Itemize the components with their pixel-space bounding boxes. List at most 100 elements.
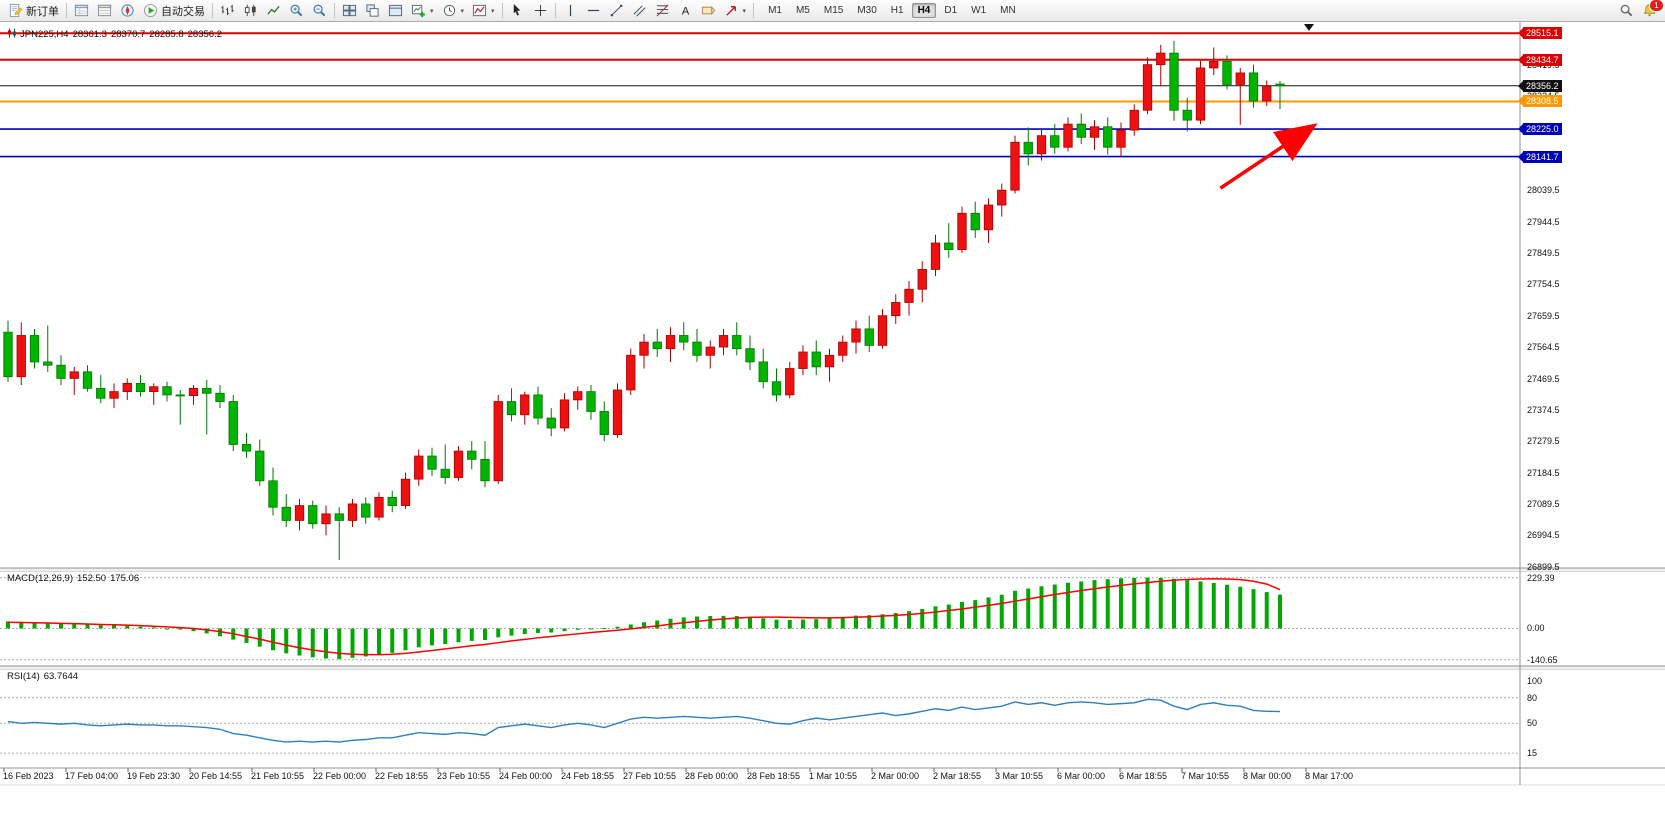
candle-body bbox=[904, 288, 914, 303]
indicators-button[interactable]: ▾ bbox=[468, 0, 499, 22]
time-axis[interactable] bbox=[0, 768, 1520, 785]
candle-body bbox=[612, 389, 623, 435]
fibo-icon bbox=[656, 4, 669, 17]
candle-chart-button[interactable] bbox=[239, 0, 262, 22]
candle-body bbox=[493, 401, 503, 482]
fibonacci-button[interactable] bbox=[651, 0, 674, 22]
candle-body bbox=[228, 401, 238, 445]
autotrade-button[interactable]: 自动交易 bbox=[139, 0, 209, 22]
timeframe-button-h4[interactable]: H4 bbox=[911, 3, 937, 18]
label-button[interactable] bbox=[697, 0, 720, 22]
candle-body bbox=[586, 391, 596, 412]
candle-body bbox=[294, 505, 305, 521]
candle-body bbox=[811, 351, 821, 368]
timeframe-button-w1[interactable]: W1 bbox=[971, 5, 987, 16]
macd-histogram-bar bbox=[946, 604, 951, 629]
macd-histogram-bar bbox=[390, 628, 395, 653]
cascade-windows-button[interactable] bbox=[361, 0, 384, 22]
level-price-label[interactable]: 28515.1 bbox=[1518, 27, 1562, 40]
cursor-button[interactable] bbox=[506, 0, 529, 22]
candle-body bbox=[162, 386, 172, 396]
timeframe-button-d1[interactable]: D1 bbox=[944, 5, 958, 16]
macd-histogram-bar bbox=[1026, 588, 1031, 629]
macd-histogram-bar bbox=[734, 616, 739, 629]
macd-histogram-bar bbox=[615, 626, 620, 629]
timeframe-button-m5[interactable]: M5 bbox=[795, 5, 810, 16]
candle-body bbox=[851, 328, 861, 343]
timeframe-button-h1[interactable]: H1 bbox=[890, 5, 904, 16]
arrows-button[interactable]: ▾ bbox=[720, 0, 751, 22]
line-chart-icon bbox=[267, 5, 280, 15]
candle-body bbox=[652, 341, 662, 350]
line-chart-button[interactable] bbox=[262, 0, 285, 22]
toolbar-right-group: 1 bbox=[1615, 0, 1664, 22]
toolbar-separator bbox=[554, 3, 556, 18]
macd-histogram-bar bbox=[761, 618, 766, 629]
macd-histogram-bar bbox=[589, 628, 593, 630]
macd-histogram-bar bbox=[363, 628, 368, 657]
new-order-button[interactable]: 新订单 bbox=[4, 0, 63, 22]
candle-body bbox=[665, 335, 676, 350]
macd-histogram-bar bbox=[469, 628, 474, 641]
timeframe-button-m15[interactable]: M15 bbox=[823, 5, 844, 16]
cascade-icon bbox=[366, 4, 379, 17]
macd-histogram-bar bbox=[960, 601, 964, 629]
macd-histogram-bar bbox=[1278, 594, 1282, 629]
navigator-icon bbox=[121, 4, 134, 17]
zoom-out-button[interactable] bbox=[308, 0, 331, 22]
annotation-arrow[interactable] bbox=[1219, 123, 1318, 190]
level-price-label[interactable]: 28141.7 bbox=[1518, 150, 1562, 163]
autotrade-icon bbox=[143, 3, 158, 18]
new-chart-icon bbox=[411, 4, 425, 18]
macd-histogram-bar bbox=[337, 628, 342, 660]
timeframe-button-m30[interactable]: M30 bbox=[857, 5, 877, 16]
vertical-line-button[interactable] bbox=[559, 0, 582, 22]
candle-body bbox=[56, 364, 66, 379]
notifications-button[interactable]: 1 bbox=[1638, 0, 1664, 22]
toolbar-left-group: 新订单 自动交易 ▾ ▾ ▾ A ▾ bbox=[4, 0, 757, 22]
level-price-label[interactable]: 28225.0 bbox=[1518, 123, 1562, 136]
market-watch-button[interactable] bbox=[70, 0, 93, 22]
candle-body bbox=[997, 189, 1007, 206]
clock-icon bbox=[443, 4, 455, 17]
zoom-in-button[interactable] bbox=[285, 0, 308, 22]
new-chart-button[interactable]: ▾ bbox=[407, 0, 438, 22]
macd-histogram-bar bbox=[907, 611, 911, 629]
arrange-icon bbox=[388, 4, 403, 17]
candle-body bbox=[374, 496, 384, 518]
navigator-button[interactable] bbox=[116, 0, 139, 22]
vline-icon bbox=[569, 4, 571, 17]
timeframe-button-m1[interactable]: M1 bbox=[768, 5, 782, 16]
candle-body bbox=[1010, 141, 1020, 191]
macd-histogram-bar bbox=[1198, 581, 1203, 629]
candle-body bbox=[1222, 60, 1232, 85]
toolbar-separator bbox=[334, 3, 335, 18]
text-button[interactable]: A bbox=[674, 0, 697, 22]
macd-histogram-bar bbox=[814, 619, 819, 629]
macd-histogram-bar bbox=[549, 628, 554, 633]
chart-shift-marker[interactable] bbox=[1304, 24, 1314, 31]
data-window-button[interactable] bbox=[93, 0, 116, 22]
arrange-windows-button[interactable] bbox=[384, 0, 407, 22]
channel-button[interactable] bbox=[628, 0, 651, 22]
macd-histogram-bar bbox=[1066, 582, 1070, 629]
macd-histogram-bar bbox=[575, 628, 580, 630]
crosshair-button[interactable] bbox=[529, 0, 552, 22]
tile-windows-button[interactable] bbox=[338, 0, 361, 22]
level-price-label[interactable]: 28434.7 bbox=[1518, 53, 1562, 66]
candle-body bbox=[334, 513, 344, 521]
trendline-button[interactable] bbox=[605, 0, 628, 22]
candle-body bbox=[1248, 72, 1259, 102]
bar-chart-button[interactable] bbox=[216, 0, 239, 22]
price-axis[interactable] bbox=[1520, 22, 1665, 785]
profiles-button[interactable]: ▾ bbox=[438, 0, 469, 22]
candle-body bbox=[1089, 126, 1100, 138]
indicators-icon bbox=[472, 4, 487, 17]
market-watch-icon bbox=[74, 4, 89, 17]
level-price-label[interactable]: 28308.5 bbox=[1518, 95, 1562, 108]
search-button[interactable] bbox=[1615, 0, 1638, 22]
horizontal-line-button[interactable] bbox=[582, 0, 605, 22]
chevron-down-icon: ▾ bbox=[460, 7, 465, 15]
timeframe-button-mn[interactable]: MN bbox=[1000, 5, 1016, 16]
